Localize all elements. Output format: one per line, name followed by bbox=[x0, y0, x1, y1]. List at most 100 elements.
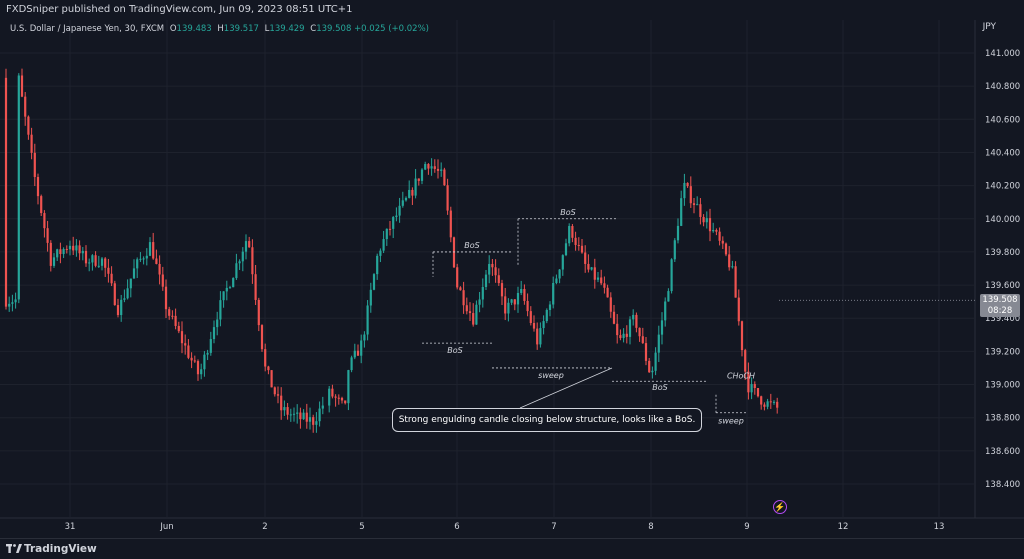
candle-body bbox=[267, 366, 270, 371]
candle-body bbox=[609, 297, 612, 312]
candle-body bbox=[238, 261, 241, 264]
candle-body bbox=[760, 396, 763, 405]
price-tick-label: 139.000 bbox=[985, 381, 1020, 391]
candle-body bbox=[606, 287, 609, 298]
candle-body bbox=[180, 331, 184, 344]
change-value: +0.025 (+0.02%) bbox=[354, 24, 429, 34]
candle-body bbox=[312, 417, 315, 425]
candle-body bbox=[382, 239, 385, 251]
symbol-name[interactable]: U.S. Dollar / Japanese Yen, 30, FXCM bbox=[10, 24, 165, 34]
candle-body bbox=[177, 325, 180, 332]
candle-body bbox=[4, 77, 8, 307]
candle-body bbox=[49, 242, 52, 266]
open-label: O bbox=[169, 24, 177, 34]
candle-body bbox=[632, 314, 635, 320]
time-tick-label: 12 bbox=[838, 522, 849, 532]
symbol-legend[interactable]: U.S. Dollar / Japanese Yen, 30, FXCM O13… bbox=[10, 24, 429, 34]
candle-body bbox=[539, 328, 542, 345]
candle-body bbox=[612, 311, 616, 324]
candle-body bbox=[763, 404, 766, 407]
price-tick-label: 140.400 bbox=[985, 148, 1020, 158]
candle-body bbox=[350, 357, 353, 371]
candle-body bbox=[747, 371, 750, 393]
time-tick-label: 2 bbox=[262, 522, 267, 532]
candle-body bbox=[667, 291, 670, 302]
candle-body bbox=[241, 251, 244, 262]
candle-body bbox=[651, 370, 654, 373]
candle-body bbox=[113, 283, 116, 306]
price-tick-label: 139.800 bbox=[985, 248, 1020, 258]
close-value: 139.508 bbox=[316, 24, 352, 34]
candle-body bbox=[129, 278, 132, 289]
candle-body bbox=[446, 185, 449, 211]
annotation-label: BoS bbox=[652, 383, 667, 392]
candle-body bbox=[510, 299, 513, 303]
candle-body bbox=[11, 302, 14, 304]
candle-body bbox=[132, 268, 136, 279]
candle-body bbox=[184, 343, 187, 346]
candle-body bbox=[299, 412, 302, 420]
candle-body bbox=[558, 269, 561, 279]
candle-body bbox=[484, 274, 488, 287]
candle-body bbox=[200, 369, 203, 375]
candle-body bbox=[536, 328, 539, 345]
price-tick-label: 140.600 bbox=[985, 115, 1020, 125]
candle-body bbox=[772, 401, 776, 403]
candle-body bbox=[280, 395, 283, 411]
candle-body bbox=[372, 274, 376, 290]
candle-body bbox=[692, 203, 696, 205]
candle-body bbox=[628, 319, 632, 337]
candle-body bbox=[497, 275, 500, 284]
candle-body bbox=[689, 186, 692, 204]
candle-body bbox=[411, 189, 414, 196]
price-tick-label: 139.600 bbox=[985, 281, 1020, 291]
candle-body bbox=[110, 273, 113, 284]
candle-body bbox=[232, 278, 235, 288]
time-tick-label: 13 bbox=[934, 522, 945, 532]
candle-body bbox=[305, 412, 308, 422]
candle-body bbox=[81, 250, 84, 254]
open-value: 139.483 bbox=[176, 24, 212, 34]
candle-body bbox=[344, 400, 347, 404]
currency-label: JPY bbox=[982, 22, 996, 32]
candle-body bbox=[385, 228, 388, 240]
candle-body bbox=[580, 245, 584, 253]
chart-canvas[interactable]: 141.000 140.800 140.600 140.400 140.200 140.0… bbox=[0, 0, 1024, 538]
candle-body bbox=[120, 299, 123, 316]
lightning-icon[interactable]: ⚡ bbox=[773, 500, 787, 514]
candle-body bbox=[513, 299, 516, 305]
candle-body bbox=[516, 292, 520, 305]
candle-body bbox=[212, 327, 216, 340]
candle-body bbox=[398, 205, 401, 216]
candle-body bbox=[523, 288, 526, 301]
candle-body bbox=[561, 255, 564, 270]
candle-body bbox=[164, 286, 168, 310]
candle-body bbox=[75, 245, 78, 251]
candle-body bbox=[657, 334, 660, 353]
candle-body bbox=[168, 309, 171, 316]
candle-body bbox=[619, 335, 622, 339]
candle-body bbox=[72, 245, 75, 251]
time-tick-label: Jun bbox=[159, 522, 173, 532]
candle-body bbox=[462, 290, 465, 306]
candle-body bbox=[289, 414, 292, 416]
candle-body bbox=[596, 277, 600, 280]
price-tick-label: 138.400 bbox=[985, 480, 1020, 490]
candle-body bbox=[139, 258, 142, 260]
candle-body bbox=[491, 263, 494, 268]
candle-body bbox=[161, 274, 164, 287]
annotation-callout[interactable]: Strong engulding candle closing below st… bbox=[392, 408, 702, 432]
candle-body bbox=[456, 267, 459, 288]
candle-body bbox=[152, 242, 155, 259]
candle-body bbox=[62, 248, 65, 255]
annotation-label: BoS bbox=[560, 208, 575, 217]
candle-body bbox=[641, 336, 644, 344]
candle-body bbox=[443, 169, 446, 186]
candle-body bbox=[56, 249, 59, 258]
candle-body bbox=[744, 350, 747, 372]
candle-body bbox=[347, 370, 350, 404]
candle-body bbox=[404, 197, 408, 201]
candle-body bbox=[369, 289, 372, 306]
candle-body bbox=[459, 287, 462, 291]
brand-name: TradingView bbox=[24, 543, 97, 555]
